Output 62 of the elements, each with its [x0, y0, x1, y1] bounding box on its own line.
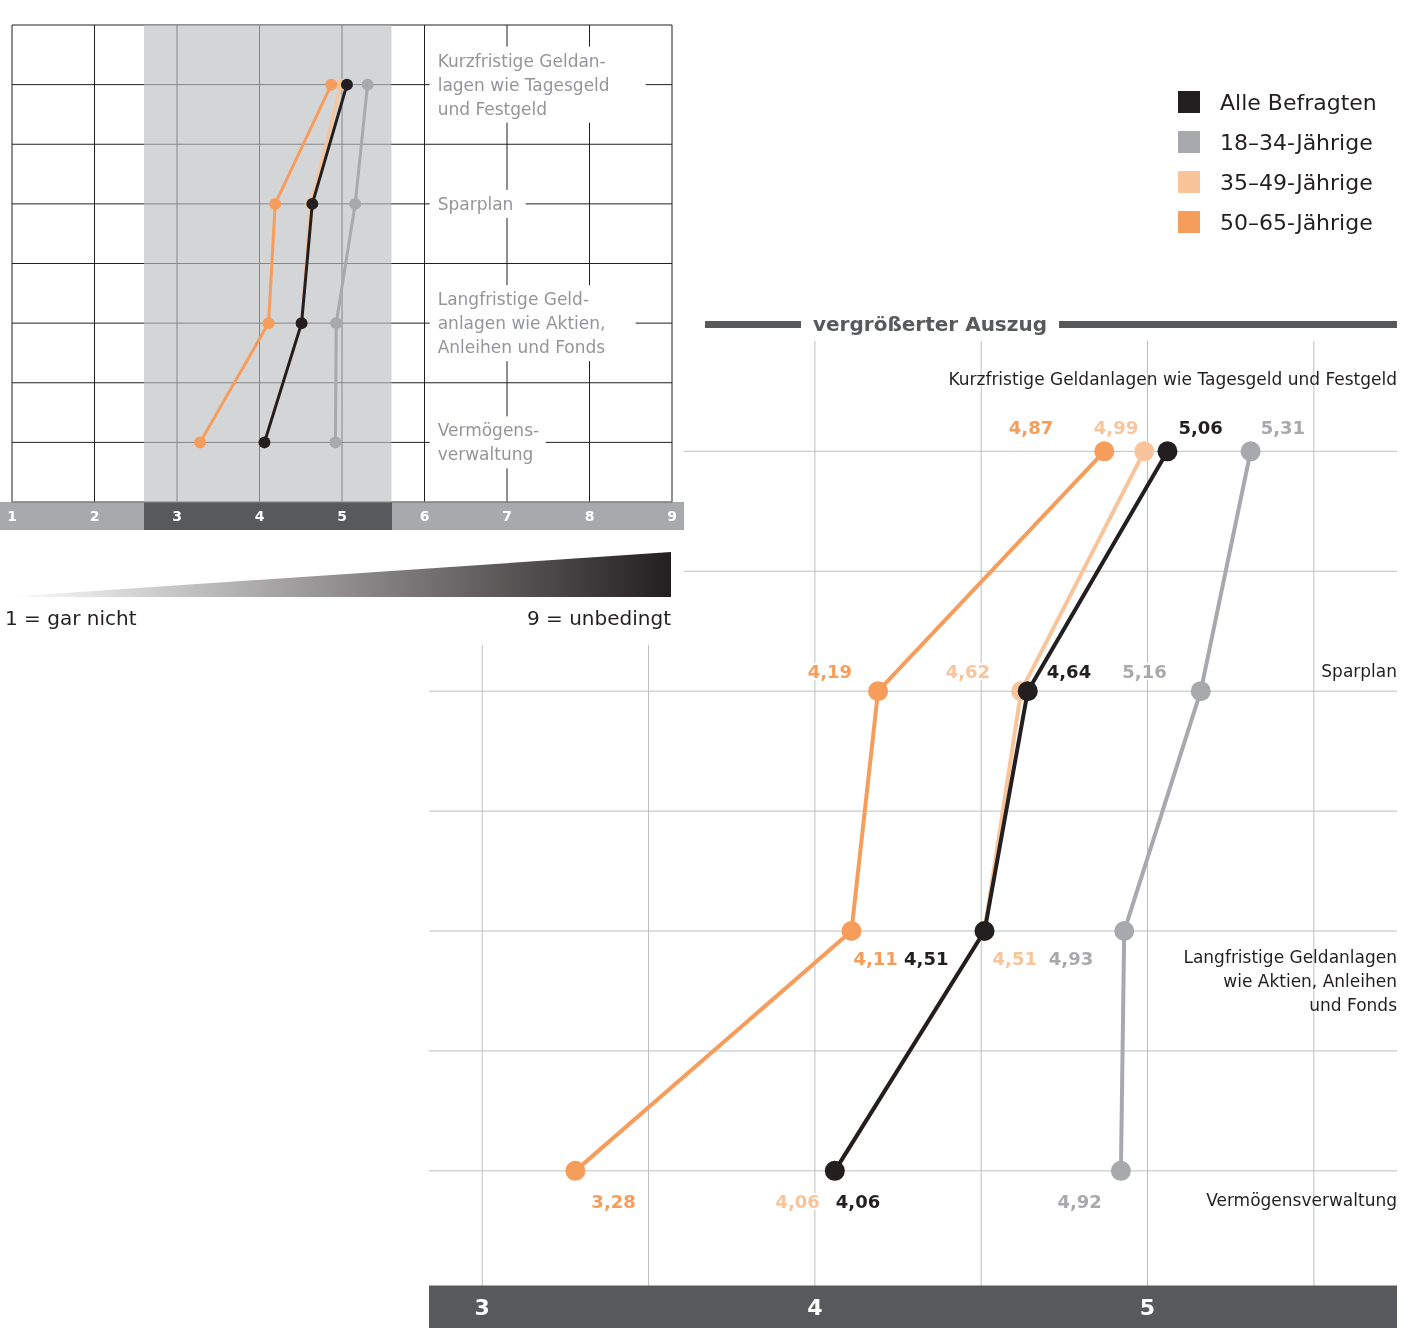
x-tick-label: 2 — [89, 508, 100, 525]
legend-label: 50–65-Jährige — [1220, 209, 1373, 235]
data-label: 4,62 — [945, 661, 991, 683]
point — [1110, 1160, 1131, 1181]
legend-label: 18–34-Jährige — [1220, 129, 1373, 155]
point — [325, 78, 338, 91]
data-label: 5,31 — [1260, 417, 1306, 439]
point — [1157, 441, 1178, 462]
x-tick-label: 5 — [337, 508, 347, 525]
data-label: 3,28 — [591, 1190, 636, 1212]
data-label: 4,06 — [835, 1190, 881, 1212]
x-tick-label: 4 — [807, 1294, 823, 1320]
x-tick-label: 4 — [254, 508, 265, 525]
point — [1094, 441, 1115, 462]
data-label: 4,92 — [1057, 1190, 1102, 1212]
point — [1240, 441, 1261, 462]
data-label: 4,11 — [853, 948, 898, 970]
data-label: 4,51 — [992, 948, 1037, 970]
point — [361, 78, 374, 91]
data-label: 4,19 — [807, 661, 853, 683]
point — [868, 681, 889, 702]
x-tick-label: 3 — [474, 1294, 490, 1320]
y-tick-label: Langfristige Geld- anlagen wie Aktien, Anleihen und Fonds — [437, 289, 606, 358]
x-tick-label: 9 — [667, 508, 677, 525]
point — [330, 317, 343, 330]
point — [1017, 681, 1038, 702]
point — [262, 317, 275, 330]
data-label: 4,06 — [775, 1190, 820, 1212]
point — [269, 197, 282, 210]
y-tick-label: Sparplan — [437, 193, 514, 214]
x-tick-label: 8 — [584, 508, 595, 525]
point — [1190, 681, 1211, 702]
x-tick-label: 6 — [419, 508, 430, 525]
data-label: 4,99 — [1093, 417, 1139, 439]
y-tick-label: Kurzfristige Geldan- lagen wie Tagesgeld und Festgeld — [437, 50, 610, 119]
data-label: 4,87 — [1008, 417, 1054, 439]
point — [194, 436, 207, 449]
point — [841, 921, 862, 942]
annotation: 9 = unbedingt — [526, 606, 671, 630]
text: 1 = gar nicht — [5, 606, 137, 630]
annotation: Langfristige Geldanlagen wie Aktien, Anleihen und Fonds — [1183, 947, 1398, 1016]
point — [349, 197, 362, 210]
annotation: Vermögensverwaltung — [1206, 1189, 1397, 1210]
point — [340, 78, 353, 91]
x-tick-label: 3 — [172, 508, 182, 525]
legend-label: Alle Befragten — [1220, 89, 1377, 115]
data-label: 4,93 — [1048, 948, 1094, 970]
x-tick-label: 5 — [1139, 1294, 1156, 1320]
annotation: Kurzfristige Geldanlagen wie Tagesgeld und Festgeld — [948, 369, 1397, 390]
annotation: Sparplan — [1321, 661, 1397, 682]
legend-label: 35–49-Jährige — [1220, 169, 1373, 195]
data-label: 4,64 — [1046, 661, 1092, 683]
chart-title: vergrößerter Auszug — [813, 312, 1047, 336]
point — [1134, 441, 1155, 462]
point — [565, 1160, 586, 1181]
point — [1114, 921, 1135, 942]
data-label: 4,51 — [904, 948, 949, 970]
x-tick-label: 1 — [7, 508, 17, 525]
data-label: 5,06 — [1178, 417, 1223, 439]
y-tick-label: Vermögens- verwaltung — [437, 420, 540, 465]
point — [329, 436, 342, 449]
x-tick-label: 7 — [502, 508, 512, 525]
